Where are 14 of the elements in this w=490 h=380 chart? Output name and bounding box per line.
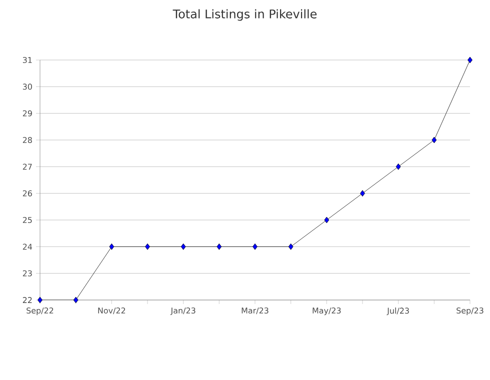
point — [396, 163, 401, 170]
point — [252, 243, 258, 250]
point — [324, 216, 330, 224]
point — [73, 296, 78, 304]
chart-title: Total Listings in Pikeville — [172, 9, 317, 21]
point — [432, 136, 437, 144]
point — [468, 56, 472, 64]
point — [216, 243, 222, 250]
point — [180, 243, 186, 250]
point — [109, 243, 114, 250]
point — [288, 243, 294, 250]
point — [360, 190, 365, 197]
point — [38, 296, 42, 304]
point — [145, 243, 150, 250]
